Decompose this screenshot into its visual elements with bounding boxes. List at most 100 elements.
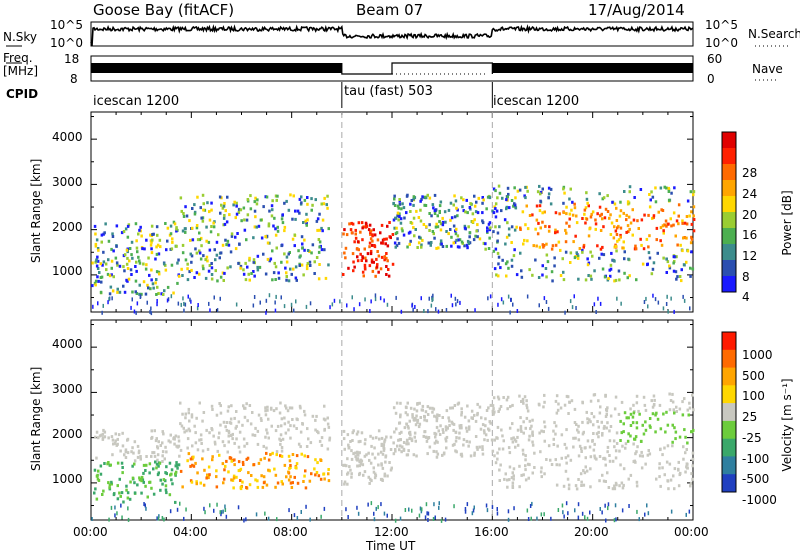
power-cell bbox=[619, 200, 622, 204]
velocity-cell bbox=[264, 409, 267, 413]
power-cell bbox=[618, 214, 622, 218]
velocity-cell bbox=[175, 461, 178, 465]
noise-search-label: N.Search bbox=[748, 27, 800, 41]
velocity-cell bbox=[284, 404, 287, 408]
power-cell bbox=[617, 269, 621, 273]
velocity-cell bbox=[678, 473, 681, 477]
velocity-cell bbox=[327, 425, 331, 429]
power-cell bbox=[95, 238, 99, 242]
velocity-cell bbox=[634, 452, 637, 456]
power-cell bbox=[154, 281, 157, 285]
velocity-cell bbox=[488, 420, 491, 424]
power-cell bbox=[363, 263, 367, 267]
velocity-cell bbox=[435, 450, 438, 454]
velocity-cell bbox=[250, 474, 253, 477]
power-cell bbox=[685, 260, 688, 264]
power-cell bbox=[175, 227, 178, 231]
velocity-cell bbox=[668, 462, 672, 466]
power-cell bbox=[101, 263, 104, 267]
velocity-cell bbox=[295, 454, 299, 458]
velocity-cell bbox=[683, 397, 686, 401]
velocity-cell bbox=[681, 400, 684, 404]
velocity-cell bbox=[677, 468, 680, 472]
power-cell bbox=[553, 264, 556, 268]
power-cell bbox=[226, 266, 229, 270]
velocity-cell bbox=[592, 415, 596, 419]
power-cell bbox=[329, 305, 331, 310]
power-cell bbox=[639, 237, 642, 241]
power-cell bbox=[237, 207, 241, 211]
velocity-cell bbox=[319, 477, 323, 481]
power-cell bbox=[625, 230, 628, 234]
velocity-cell bbox=[289, 475, 292, 479]
power-cell bbox=[207, 240, 211, 244]
power-cell bbox=[126, 267, 130, 270]
power-cell bbox=[349, 228, 353, 232]
velocity-cell bbox=[290, 486, 294, 489]
power-cell bbox=[134, 279, 138, 283]
power-cell bbox=[672, 255, 676, 259]
velocity-cell bbox=[436, 413, 439, 417]
power-colorbar-swatch bbox=[722, 164, 736, 181]
power-cell bbox=[482, 198, 485, 202]
velocity-cell bbox=[205, 428, 208, 432]
power-colorbar-swatch bbox=[722, 196, 736, 213]
power-cell bbox=[445, 308, 448, 312]
power-cell bbox=[107, 239, 111, 243]
velocity-cell bbox=[169, 433, 172, 437]
velocity-cell bbox=[369, 461, 373, 465]
power-cell bbox=[240, 219, 243, 223]
power-cell bbox=[685, 236, 688, 240]
velocity-cell bbox=[157, 516, 160, 521]
power-cell bbox=[465, 243, 469, 247]
power-cell bbox=[628, 185, 632, 189]
power-cell bbox=[559, 248, 562, 252]
power-cell bbox=[430, 241, 433, 244]
velocity-cell bbox=[280, 454, 284, 458]
velocity-cell bbox=[143, 502, 145, 506]
power-cell bbox=[233, 200, 236, 204]
velocity-cell bbox=[347, 443, 350, 447]
power-cell bbox=[433, 193, 437, 197]
velocity-cell bbox=[422, 434, 425, 438]
power-cell bbox=[449, 201, 453, 205]
velocity-cell bbox=[460, 424, 463, 427]
power-cell bbox=[425, 225, 428, 229]
power-cell bbox=[568, 197, 571, 201]
velocity-cell bbox=[688, 406, 692, 410]
velocity-cell bbox=[668, 392, 671, 396]
velocity-cell bbox=[280, 424, 283, 428]
velocity-cell bbox=[677, 484, 681, 488]
power-cell bbox=[201, 216, 205, 220]
velocity-cell bbox=[418, 422, 422, 426]
power-cell bbox=[578, 247, 582, 250]
power-cell bbox=[377, 270, 380, 274]
velocity-cell bbox=[200, 442, 203, 445]
power-cell bbox=[454, 232, 458, 236]
power-cell bbox=[399, 217, 403, 221]
time-axis-title: Time UT bbox=[366, 539, 416, 553]
velocity-cell bbox=[526, 409, 530, 413]
velocity-cell bbox=[356, 464, 359, 468]
power-cell bbox=[122, 230, 126, 233]
velocity-cell bbox=[370, 479, 373, 483]
power-cell bbox=[116, 287, 119, 291]
velocity-cell bbox=[396, 444, 399, 448]
power-cbar-tick-24: 24 bbox=[742, 187, 758, 201]
velocity-cell bbox=[435, 415, 438, 419]
velocity-cell bbox=[606, 445, 610, 449]
velocity-cell bbox=[476, 413, 479, 417]
power-cell bbox=[538, 303, 540, 308]
power-cell bbox=[100, 280, 103, 284]
velocity-cell bbox=[506, 478, 509, 482]
velocity-cell bbox=[176, 466, 179, 470]
power-cell bbox=[235, 204, 238, 208]
power-cell bbox=[494, 247, 498, 251]
power-cell bbox=[569, 251, 573, 255]
velocity-cell bbox=[224, 508, 227, 512]
velocity-cell bbox=[295, 417, 298, 421]
power-cell bbox=[156, 302, 158, 307]
power-cell bbox=[298, 264, 301, 267]
velocity-cell bbox=[615, 483, 618, 487]
velocity-cell bbox=[382, 445, 385, 449]
